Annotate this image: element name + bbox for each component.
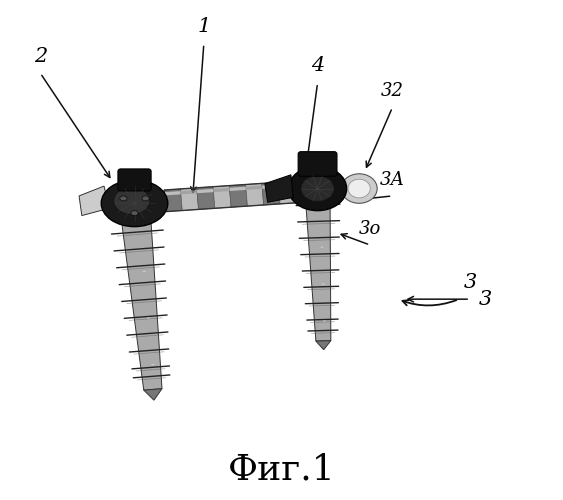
Polygon shape: [278, 184, 295, 188]
Ellipse shape: [114, 188, 150, 214]
Text: 3: 3: [479, 290, 491, 308]
Polygon shape: [79, 186, 110, 216]
Text: 32: 32: [381, 82, 404, 100]
Text: Фиг.1: Фиг.1: [227, 452, 336, 486]
Text: 2: 2: [34, 46, 47, 66]
Polygon shape: [316, 340, 331, 349]
Ellipse shape: [301, 176, 334, 202]
Text: 3: 3: [463, 273, 477, 292]
Ellipse shape: [120, 196, 127, 201]
Polygon shape: [265, 175, 293, 203]
Ellipse shape: [348, 179, 370, 198]
Polygon shape: [278, 181, 296, 204]
Text: 3о: 3о: [359, 220, 382, 238]
Ellipse shape: [142, 196, 149, 201]
Polygon shape: [230, 186, 246, 191]
Ellipse shape: [131, 210, 138, 216]
Polygon shape: [196, 186, 215, 210]
Polygon shape: [245, 186, 262, 190]
Polygon shape: [262, 184, 279, 189]
Ellipse shape: [101, 180, 168, 226]
Polygon shape: [144, 388, 162, 400]
Text: 1: 1: [197, 17, 211, 36]
Polygon shape: [229, 184, 247, 207]
Text: 4: 4: [311, 56, 324, 76]
Polygon shape: [262, 182, 280, 205]
Polygon shape: [164, 189, 182, 212]
Polygon shape: [197, 189, 213, 193]
Polygon shape: [181, 190, 197, 194]
Polygon shape: [245, 184, 263, 206]
Ellipse shape: [288, 166, 347, 210]
Text: 3А: 3А: [380, 170, 405, 188]
Ellipse shape: [341, 174, 377, 204]
Polygon shape: [305, 193, 331, 341]
FancyBboxPatch shape: [118, 169, 151, 191]
Polygon shape: [164, 191, 181, 196]
Polygon shape: [213, 188, 230, 192]
Polygon shape: [119, 202, 162, 390]
Polygon shape: [180, 188, 199, 210]
FancyBboxPatch shape: [298, 152, 337, 176]
Polygon shape: [213, 186, 231, 208]
